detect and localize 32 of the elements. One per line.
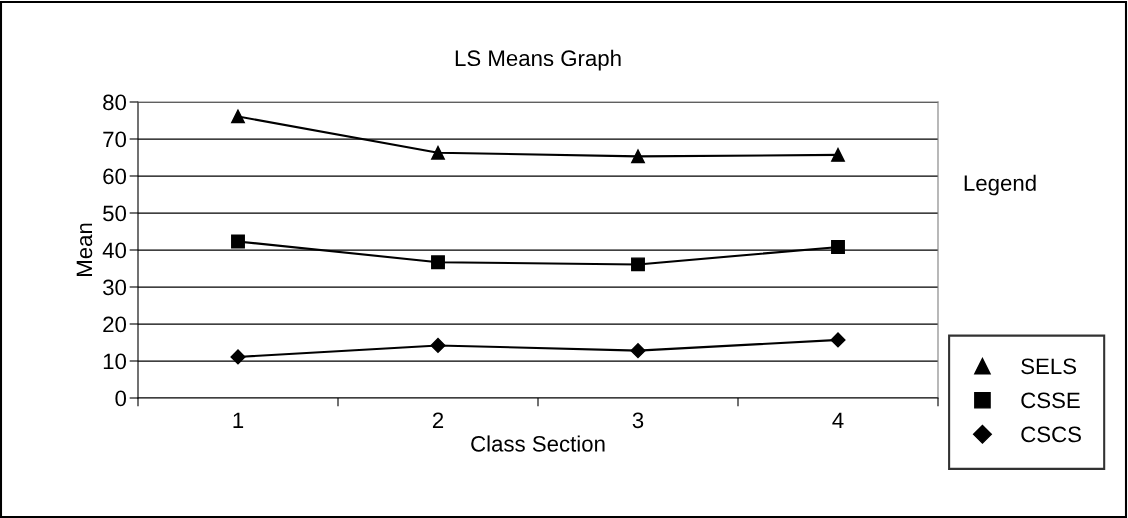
x-tick-label: 4: [832, 412, 844, 428]
x-tick-label: 2: [432, 412, 444, 428]
point: [831, 240, 845, 254]
x-axis-title: Class Section: [471, 435, 605, 452]
x-tick-label: 3: [632, 412, 644, 429]
chart-title: LS Means Graph: [455, 49, 621, 71]
y-tick-label: 10: [103, 353, 127, 370]
y-axis-title: Mean: [76, 223, 93, 276]
y-tick-label: 40: [102, 242, 127, 259]
legend-label: SELS: [1021, 358, 1077, 375]
y-tick-label: 0: [115, 390, 127, 407]
y-tick-label: 20: [103, 316, 127, 333]
y-tick-label: 70: [103, 131, 127, 148]
point: [831, 147, 845, 162]
legend-title: Legend: [964, 174, 1036, 196]
point: [630, 343, 646, 359]
point: [830, 332, 846, 348]
y-tick-label: 50: [103, 205, 127, 222]
point: [430, 337, 446, 354]
point: [431, 145, 445, 160]
x-tick-label: 1: [233, 412, 244, 428]
legend-label: CSSE: [1021, 392, 1080, 409]
point: [231, 109, 245, 124]
point: [631, 149, 645, 164]
y-tick-label: 60: [103, 168, 127, 185]
point: [631, 257, 645, 272]
legend-label: CSCS: [1021, 426, 1081, 443]
y-tick-label: 80: [103, 94, 127, 111]
point: [231, 234, 245, 249]
point: [230, 349, 246, 365]
point: [431, 255, 445, 270]
y-tick-label: 30: [103, 279, 127, 296]
